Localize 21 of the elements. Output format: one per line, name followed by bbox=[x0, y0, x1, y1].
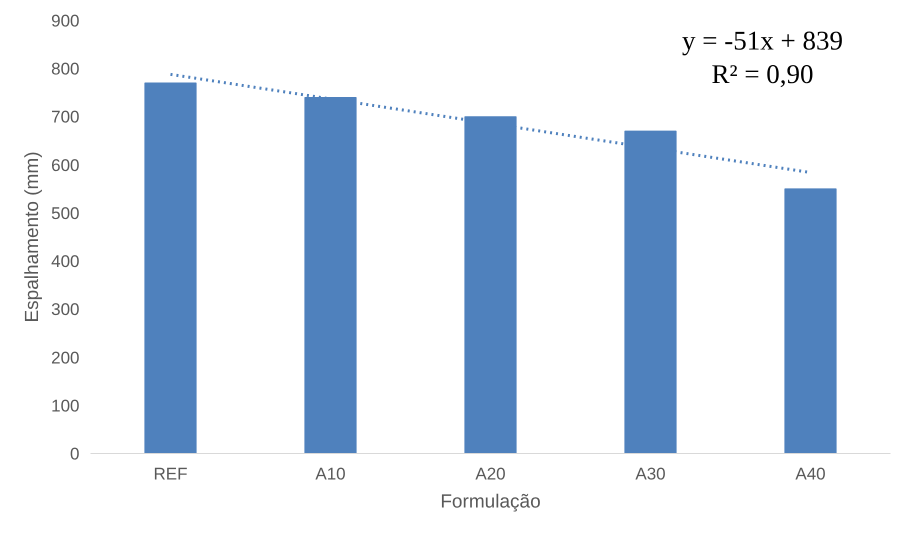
y-axis-title: Espalhamento (mm) bbox=[22, 151, 44, 323]
y-tick-label: 700 bbox=[51, 108, 80, 127]
bar bbox=[144, 82, 197, 454]
y-tick-label: 500 bbox=[51, 204, 80, 223]
x-tick-label: A10 bbox=[315, 464, 346, 484]
x-tick-label: A30 bbox=[635, 464, 666, 484]
y-tick-label: 100 bbox=[51, 396, 80, 416]
y-tick-label: 800 bbox=[51, 60, 80, 79]
x-tick-label: REF bbox=[154, 464, 188, 484]
bar bbox=[784, 188, 837, 454]
y-tick-label: 600 bbox=[51, 156, 80, 175]
x-tick-label: A40 bbox=[795, 464, 826, 484]
annotation: R² = 0,90 bbox=[711, 58, 814, 89]
y-tick-label: 200 bbox=[51, 348, 80, 368]
annotation: y = -51x + 839 bbox=[682, 25, 843, 56]
y-tick-label: 400 bbox=[51, 252, 80, 272]
x-axis-title: Formulação bbox=[440, 492, 541, 512]
y-tick-label: 0 bbox=[70, 444, 80, 464]
y-tick-label: 300 bbox=[51, 300, 80, 320]
y-tick-label: 900 bbox=[51, 12, 80, 30]
x-tick-label: A20 bbox=[475, 464, 506, 484]
